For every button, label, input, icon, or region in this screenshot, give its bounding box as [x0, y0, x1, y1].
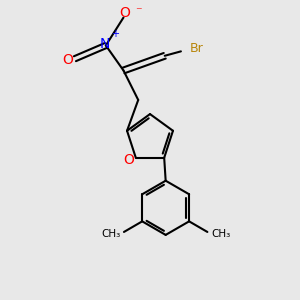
- Text: Br: Br: [190, 42, 203, 55]
- Text: O: O: [62, 53, 73, 67]
- Text: CH₃: CH₃: [101, 229, 120, 239]
- Text: N: N: [100, 37, 110, 51]
- Text: ⁻: ⁻: [136, 6, 142, 19]
- Text: O: O: [119, 6, 130, 20]
- Text: O: O: [123, 153, 134, 167]
- Text: +: +: [111, 29, 119, 39]
- Text: CH₃: CH₃: [211, 229, 230, 239]
